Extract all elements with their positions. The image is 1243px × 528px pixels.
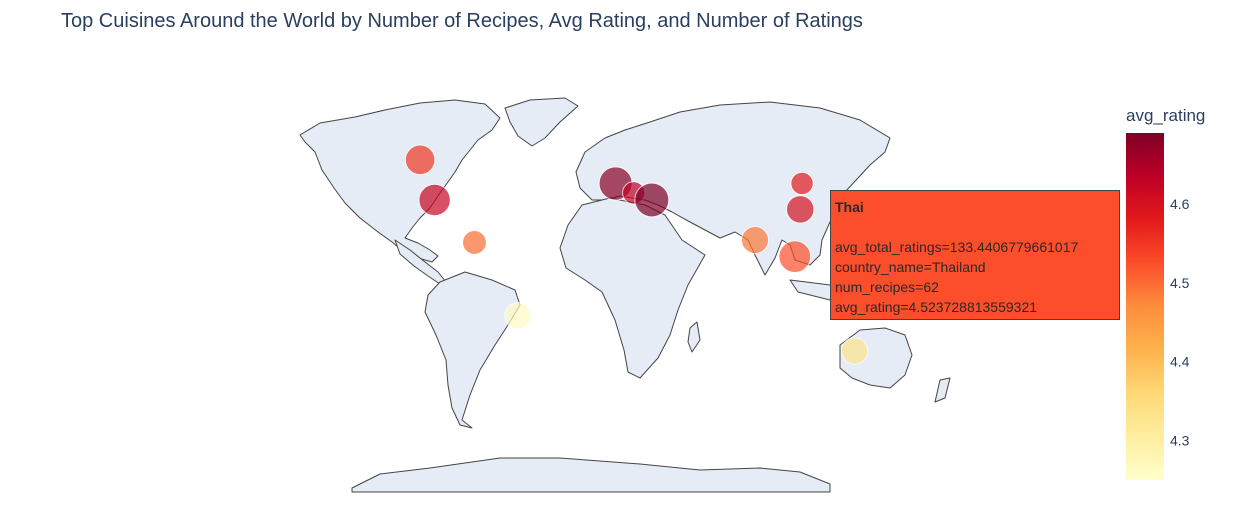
cuisine-bubble-11[interactable] [840, 337, 869, 365]
cuisine-bubble-8[interactable] [785, 195, 815, 224]
cuisine-bubble-7[interactable] [790, 171, 814, 196]
colorbar-gradient [1126, 133, 1164, 480]
colorbar-tick-label: 4.4 [1170, 354, 1190, 370]
cuisine-bubble-1[interactable] [418, 183, 451, 217]
cuisine-bubble-3[interactable] [504, 301, 532, 330]
colorbar-tick-label: 4.5 [1170, 275, 1190, 291]
cuisine-bubble-0[interactable] [404, 144, 436, 176]
land-greenland [504, 97, 579, 147]
colorbar-tick-label: 4.3 [1170, 433, 1190, 449]
colorbar-title: avg_rating [1126, 106, 1206, 125]
cuisine-bubble-6[interactable] [634, 182, 670, 218]
tooltip-line-avg-rating: avg_rating=4.523728813559321 [835, 299, 1038, 315]
colorbar-ticks: 4.3 4.4 4.5 4.6 [1170, 196, 1190, 449]
land-south-america [424, 271, 521, 429]
tooltip-line-country: country_name=Thailand [835, 259, 986, 275]
land-madagascar [687, 321, 701, 353]
land-new-zealand [934, 377, 951, 403]
bubble-layer [404, 144, 869, 365]
chart-title: Top Cuisines Around the World by Number … [61, 10, 863, 32]
colorbar: 4.3 4.4 4.5 4.6 [1126, 133, 1190, 480]
hover-tooltip: Thai avg_total_ratings=133.4406779661017… [830, 190, 1120, 320]
land-north-america [299, 99, 501, 263]
land-africa [559, 197, 706, 379]
cuisine-bubble-2[interactable] [462, 230, 487, 255]
tooltip-line-total-ratings: avg_total_ratings=133.4406779661017 [835, 239, 1079, 255]
land-antarctica [351, 457, 831, 493]
tooltip-line-num-recipes: num_recipes=62 [835, 279, 939, 295]
cuisine-bubble-9[interactable] [740, 226, 770, 255]
colorbar-tick-label: 4.6 [1170, 196, 1190, 212]
cuisine-bubble-10[interactable] [778, 240, 812, 274]
tooltip-title: Thai [835, 199, 864, 215]
